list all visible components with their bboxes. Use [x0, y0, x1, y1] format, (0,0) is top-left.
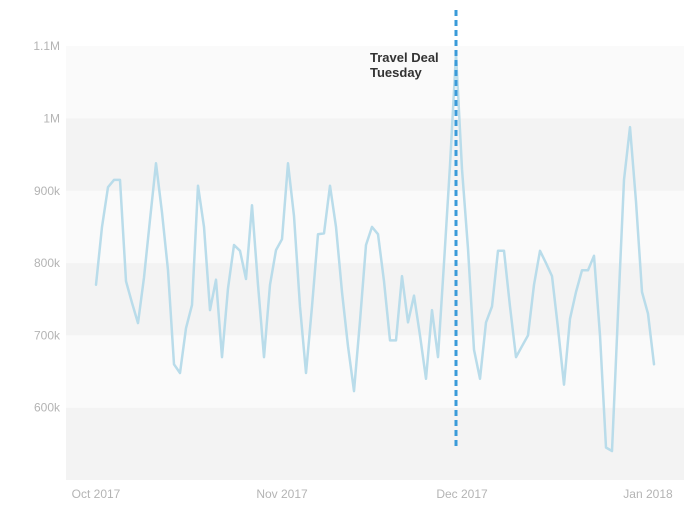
x-tick-label: Jan 2018: [623, 487, 673, 501]
grid-band: [66, 335, 684, 408]
y-tick-label: 1M: [43, 111, 60, 125]
y-tick-label: 1.1M: [33, 39, 60, 53]
y-tick-label: 700k: [34, 328, 61, 342]
x-axis-ticks: Oct 2017 Nov 2017 Dec 2017 Jan 2018: [72, 487, 673, 501]
grid-band: [66, 118, 684, 191]
annotation-label: Tuesday: [370, 65, 423, 80]
grid-band: [66, 407, 684, 480]
y-tick-label: 900k: [34, 184, 61, 198]
annotation-label: Travel Deal: [370, 50, 439, 65]
x-tick-label: Oct 2017: [72, 487, 121, 501]
grid-band: [66, 190, 684, 264]
y-tick-label: 600k: [34, 401, 61, 415]
grid-bands: [66, 46, 684, 480]
series-line: [94, 52, 656, 453]
y-axis-ticks: 600k 700k 800k 900k 1M 1.1M: [33, 39, 61, 415]
grid-band: [66, 46, 684, 119]
y-tick-label: 800k: [34, 256, 61, 270]
series-group: [94, 52, 656, 453]
x-tick-label: Dec 2017: [436, 487, 488, 501]
x-tick-label: Nov 2017: [256, 487, 308, 501]
grid-band: [66, 263, 684, 336]
